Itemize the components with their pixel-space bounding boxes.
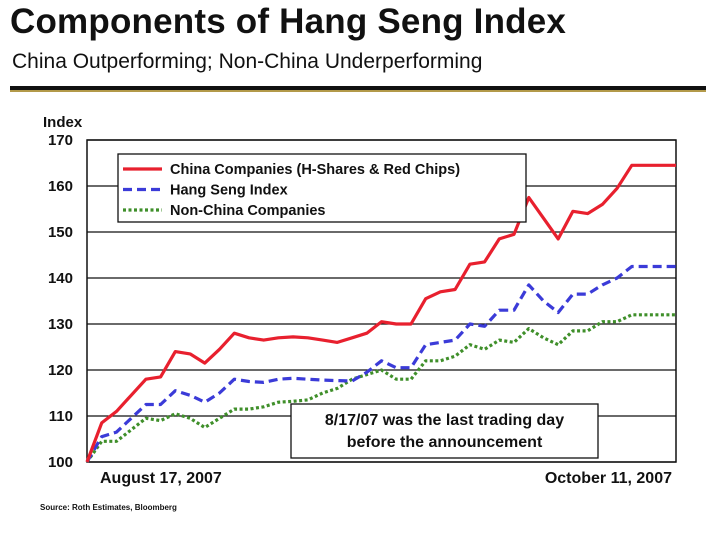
title-divider-accent [10,90,706,92]
y-tick-label: 160 [48,178,73,195]
y-tick-label: 110 [49,408,73,425]
source-note: Source: Roth Estimates, Bloomberg [40,503,177,512]
y-axis-label: Index [43,114,83,131]
legend-label: China Companies (H-Shares & Red Chips) [170,162,460,178]
plot-frame [86,139,677,463]
x-tick-label: October 11, 2007 [545,470,672,487]
page-subtitle: China Outperforming; Non-China Underperf… [12,50,483,73]
y-tick-label: 130 [48,316,73,333]
x-tick-label: August 17, 2007 [100,470,222,487]
y-tick-label: 150 [48,224,73,241]
annotation-text: before the announcement [347,434,543,451]
page-title: Components of Hang Seng Index [10,2,567,41]
legend-label: Non-China Companies [170,203,325,219]
y-tick-label: 120 [48,362,73,379]
annotation-text: 8/17/07 was the last trading day [325,412,564,429]
legend-box [117,153,527,223]
series-line [85,163,676,463]
series-line [85,313,676,463]
y-tick-label: 140 [48,270,73,287]
annotation-box [290,403,599,459]
series-line [85,264,676,463]
legend-label: Hang Seng Index [170,183,288,199]
y-tick-label: 100 [48,454,73,471]
y-tick-label: 170 [48,132,73,149]
title-divider [10,86,706,90]
